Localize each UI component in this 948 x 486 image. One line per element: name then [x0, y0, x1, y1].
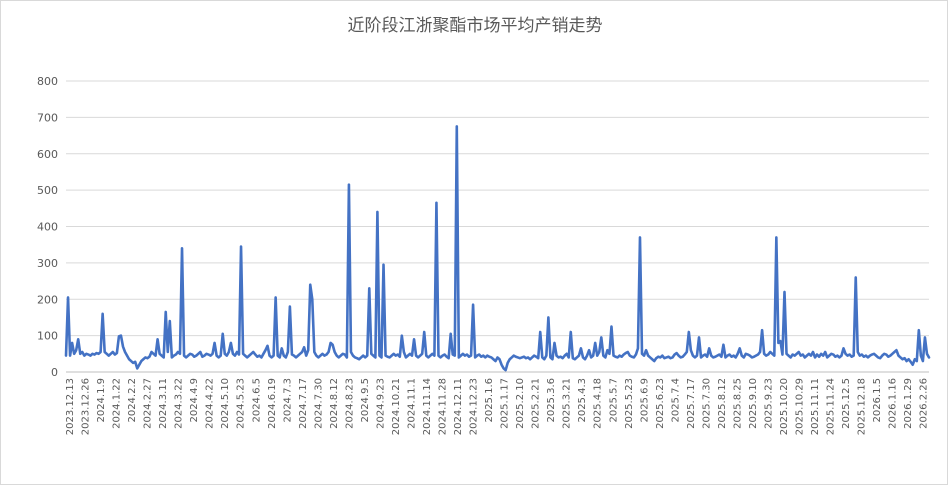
x-tick-label: 2025.4.18	[593, 378, 604, 429]
x-tick-label: 2025.4.3	[577, 378, 588, 423]
x-tick-label: 2025.3.6	[546, 378, 557, 423]
y-tick-label: 200	[37, 293, 58, 306]
x-tick-label: 2024.2.27	[143, 378, 154, 429]
y-tick-label: 400	[37, 221, 58, 234]
y-tick-label: 0	[51, 366, 58, 379]
y-tick-label: 600	[37, 148, 58, 161]
x-tick-label: 2024.2.2	[127, 378, 138, 423]
x-tick-label: 2025.1.17	[500, 378, 511, 429]
x-tick-label: 2024.1.22	[112, 378, 123, 429]
x-tick-label: 2025.5.23	[624, 378, 635, 429]
x-tick-label: 2024.3.22	[174, 378, 185, 429]
x-tick-label: 2024.7.3	[282, 378, 293, 423]
x-tick-label: 2025.10.20	[779, 378, 790, 435]
x-tick-label: 2024.3.11	[158, 378, 169, 429]
x-tick-label: 2025.8.25	[732, 378, 743, 429]
x-tick-label: 2025.7.17	[686, 378, 697, 429]
x-tick-label: 2024.11.14	[422, 378, 433, 435]
y-tick-label: 300	[37, 257, 58, 270]
x-tick-label: 2025.5.7	[608, 378, 619, 423]
x-tick-label: 2024.4.22	[205, 378, 216, 429]
x-tick-label: 2023.12.26	[81, 378, 92, 435]
x-tick-label: 2025.12.18	[857, 378, 868, 435]
x-tick-label: 2025.9.10	[748, 378, 759, 429]
x-tick-label: 2024.10.21	[391, 378, 402, 435]
x-tick-label: 2024.9.23	[375, 378, 386, 429]
x-tick-label: 2025.6.23	[655, 378, 666, 429]
x-tick-label: 2024.9.5	[360, 378, 371, 423]
x-tick-label: 2026.2.26	[919, 378, 930, 429]
x-tick-label: 2025.7.30	[701, 378, 712, 429]
x-tick-label: 2025.12.5	[841, 378, 852, 429]
x-tick-label: 2026.1.16	[888, 378, 899, 429]
x-tick-label: 2024.11.28	[438, 378, 449, 435]
y-tick-label: 700	[37, 111, 58, 124]
x-tick-label: 2025.1.6	[484, 378, 495, 423]
x-tick-label: 2025.7.4	[670, 378, 681, 423]
x-tick-label: 2024.5.23	[236, 378, 247, 429]
x-tick-label: 2024.6.19	[267, 378, 278, 429]
x-tick-label: 2025.2.10	[515, 378, 526, 429]
x-tick-label: 2024.7.17	[298, 378, 309, 429]
x-tick-label: 2024.8.23	[344, 378, 355, 429]
x-tick-label: 2025.9.23	[764, 378, 775, 429]
x-tick-label: 2025.8.12	[717, 378, 728, 429]
x-tick-label: 2025.2.21	[531, 378, 542, 429]
y-tick-label: 500	[37, 184, 58, 197]
x-tick-label: 2025.10.29	[795, 378, 806, 435]
x-tick-label: 2024.7.30	[313, 378, 324, 429]
x-tick-label: 2026.1.5	[872, 378, 883, 423]
x-tick-label: 2024.4.9	[189, 378, 200, 423]
y-tick-label: 100	[37, 330, 58, 343]
x-tick-label: 2025.6.9	[639, 378, 650, 423]
x-tick-label: 2023.12.13	[65, 378, 76, 435]
y-tick-label: 800	[37, 75, 58, 88]
x-tick-label: 2026.1.29	[903, 378, 914, 429]
x-tick-label: 2024.6.5	[251, 378, 262, 423]
series-line	[64, 125, 931, 372]
x-tick-label: 2025.11.24	[826, 378, 837, 435]
x-tick-label: 2024.12.11	[453, 378, 464, 435]
x-tick-label: 2024.1.9	[96, 378, 107, 423]
chart-title: 近阶段江浙聚酯市场平均产销走势	[347, 16, 603, 36]
x-tick-label: 2024.11.1	[407, 378, 418, 429]
x-tick-label: 2025.3.21	[562, 378, 573, 429]
x-tick-label: 2024.5.10	[220, 378, 231, 429]
x-tick-label: 2025.11.11	[810, 378, 821, 435]
x-tick-label: 2024.12.23	[469, 378, 480, 435]
x-tick-label: 2024.8.12	[329, 378, 340, 429]
